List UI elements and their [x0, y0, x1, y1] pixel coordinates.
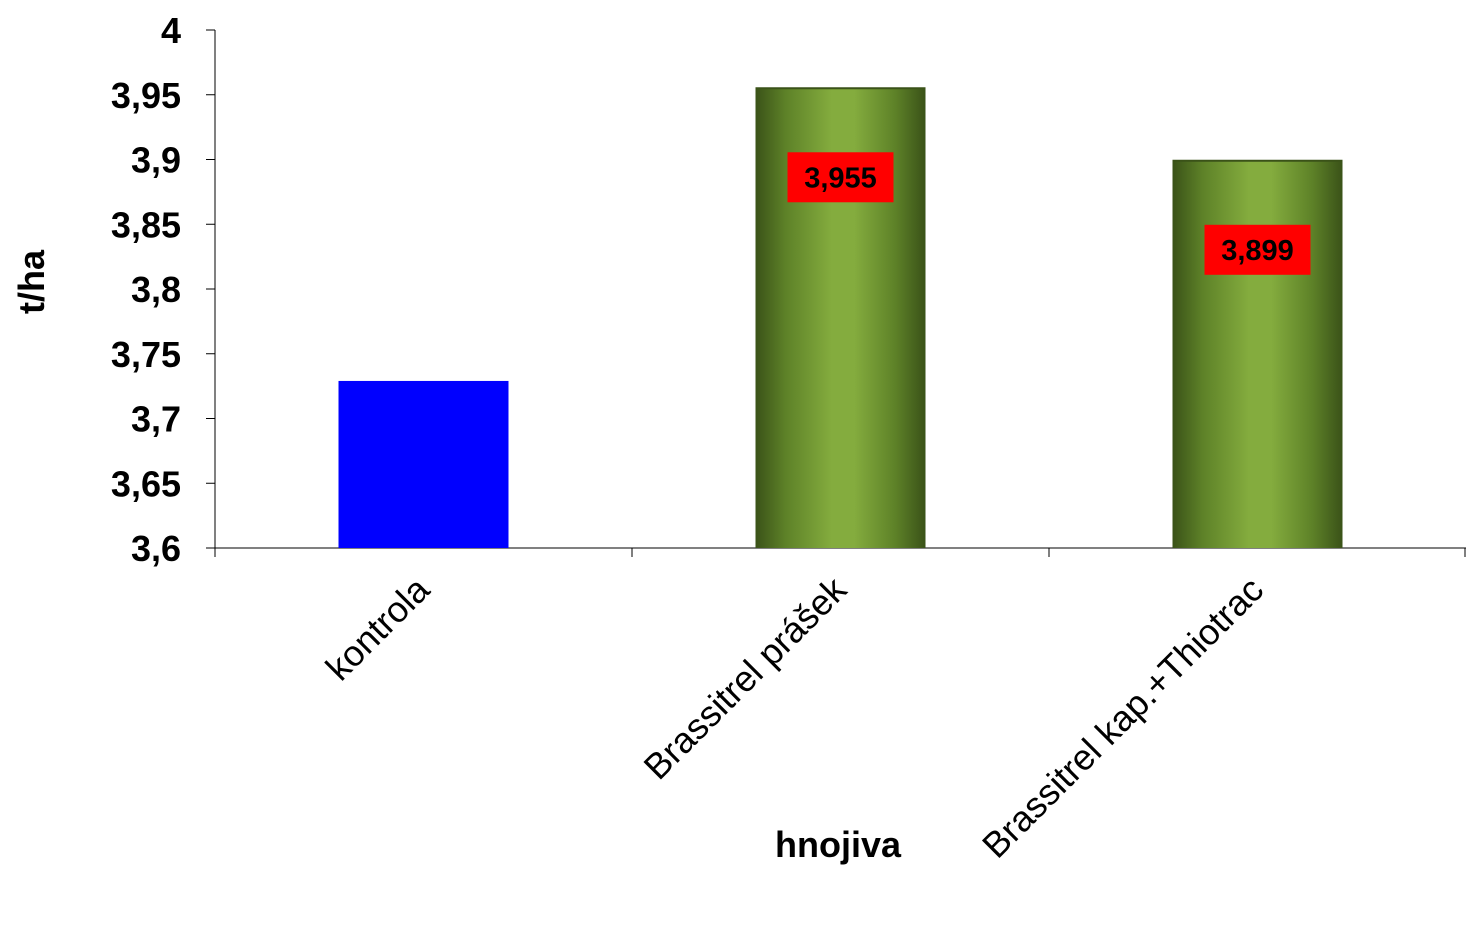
y-tick-label: 3,95 — [111, 75, 181, 116]
data-label-box — [787, 152, 894, 203]
x-tick-label: kontrola — [318, 568, 438, 688]
y-tick-label: 3,7 — [131, 399, 181, 440]
bar — [1172, 160, 1343, 549]
y-tick-label: 4 — [161, 10, 181, 51]
y-tick-label: 3,85 — [111, 204, 181, 245]
x-tick-label: Brassitrel kap.+Thiotrac — [974, 569, 1271, 866]
y-tick-label: 3,6 — [131, 528, 181, 569]
y-tick-label: 3,9 — [131, 140, 181, 181]
data-labels: 3,955 3,899 — [787, 152, 1311, 275]
y-axis: 3,6 3,65 3,7 3,75 3,8 3,85 3,9 3,95 4 — [111, 10, 216, 569]
y-tick-label: 3,8 — [131, 269, 181, 310]
y-axis-title: t/ha — [11, 249, 52, 314]
data-label-box — [1204, 224, 1311, 275]
x-axis-title: hnojiva — [775, 824, 902, 865]
bar — [338, 380, 509, 548]
x-tick-label: Brassitrel prášek — [636, 568, 855, 787]
data-label: 3,955 — [804, 162, 877, 194]
y-tick-label: 3,75 — [111, 334, 181, 375]
x-axis: kontrola Brassitrel prášek Brassitrel kap.… — [214, 547, 1466, 866]
data-label: 3,899 — [1221, 235, 1294, 267]
y-tick-label: 3,65 — [111, 463, 181, 504]
